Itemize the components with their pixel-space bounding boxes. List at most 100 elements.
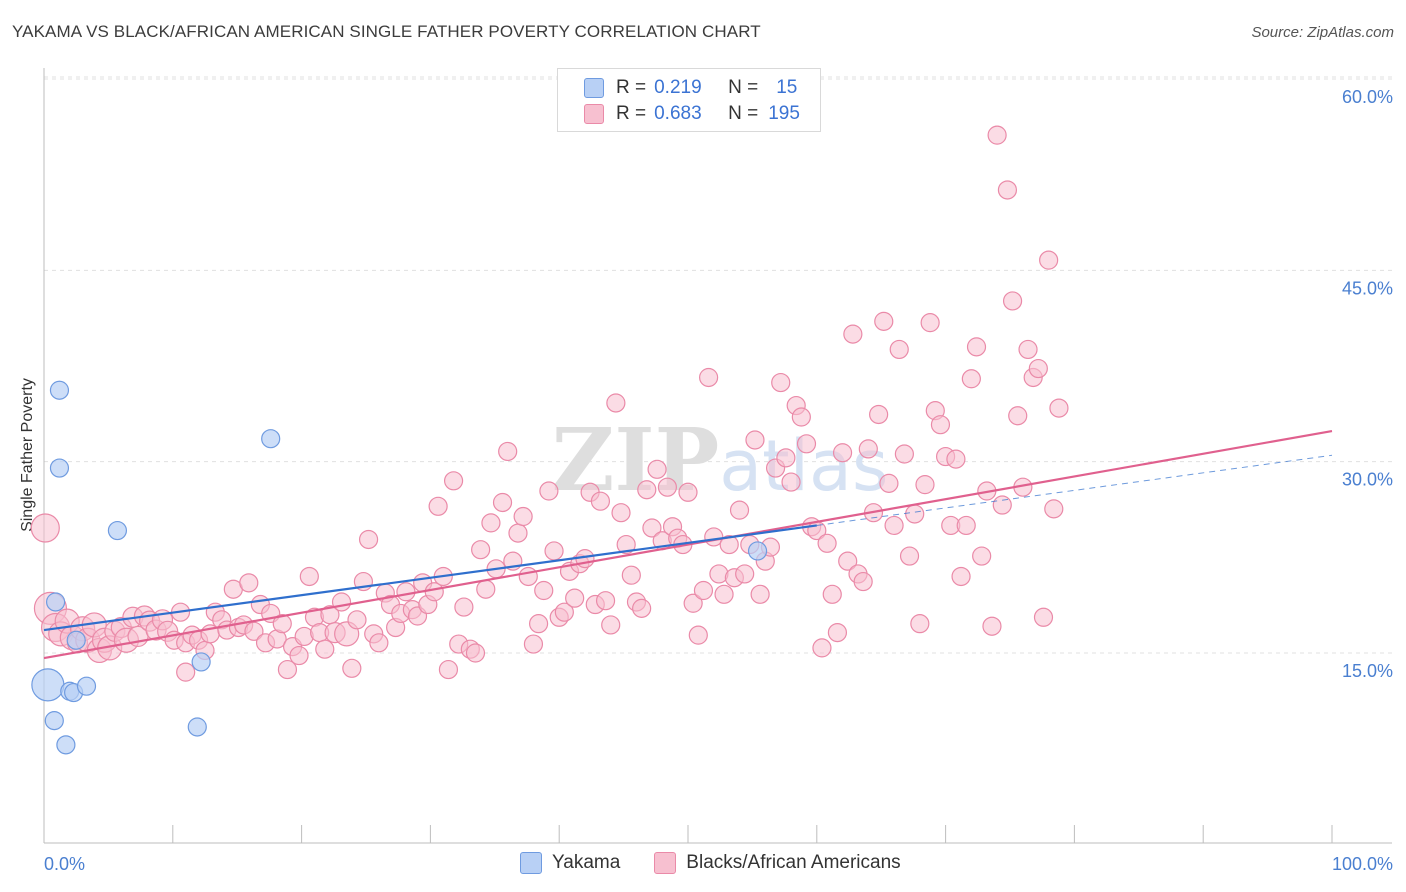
black-point [729, 500, 750, 520]
black-point [884, 515, 904, 536]
y-tick-label: 60.0% [1342, 87, 1393, 107]
legend-row-yakama: R = 0.219 N = 15 [584, 76, 797, 100]
yakama-point [747, 541, 768, 561]
series-label-black: Blacks/African Americans [686, 852, 901, 873]
black-point [518, 566, 538, 587]
black-point [776, 448, 796, 468]
black-point [492, 492, 513, 513]
black-point [601, 615, 621, 635]
black-point [822, 584, 842, 604]
black-point [454, 597, 474, 617]
black-point [930, 415, 951, 435]
black-point [858, 439, 878, 459]
black-point [347, 610, 367, 630]
black-point [879, 473, 899, 493]
black-point [987, 125, 1007, 145]
series-legend-black[interactable]: Blacks/African Americans [654, 852, 901, 874]
black-point [443, 471, 464, 491]
black-point [315, 639, 335, 659]
black-point [657, 477, 677, 497]
black-point [915, 475, 935, 495]
black-point [523, 634, 544, 654]
black-point [843, 324, 863, 344]
black-point [966, 337, 987, 357]
yakama-points [31, 380, 768, 755]
series-legend-yakama[interactable]: Yakama [520, 852, 620, 874]
legend-r-value: 0.683 [654, 103, 702, 124]
black-point [750, 584, 770, 604]
black-point [683, 593, 703, 613]
black-point [905, 504, 925, 524]
black-point [611, 503, 631, 523]
yakama-trend-line [43, 524, 817, 632]
black-point [595, 591, 616, 611]
black-point [832, 443, 853, 463]
black-point [812, 638, 832, 658]
yakama-point [49, 380, 70, 400]
source-label: Source: ZipAtlas.com [1251, 24, 1394, 41]
legend-swatch-yakama [584, 78, 604, 98]
black-point [299, 566, 319, 587]
yakama-point [56, 735, 76, 755]
black-point [951, 566, 971, 587]
black-point [471, 540, 491, 560]
black-point [637, 480, 657, 500]
black-point [1028, 358, 1048, 379]
black-point [513, 506, 533, 527]
black-point [239, 573, 259, 593]
yakama-point [49, 458, 70, 478]
black-point [277, 659, 298, 680]
black-point [771, 372, 791, 393]
yakama-point [31, 668, 65, 702]
black-point [358, 529, 379, 550]
yakama-point [45, 592, 66, 612]
black-point [1018, 339, 1038, 360]
black-trend-line [43, 429, 1333, 660]
black-point [616, 534, 636, 555]
black-point [396, 582, 416, 602]
black-point [369, 633, 389, 653]
black-point [621, 565, 641, 585]
black-point [554, 602, 574, 622]
yakama-point [187, 717, 207, 737]
black-point [992, 495, 1012, 515]
black-point [539, 481, 559, 501]
black-point [699, 367, 719, 388]
series-legend: Yakama Blacks/African Americans [520, 852, 935, 874]
black-point [735, 564, 755, 584]
legend-n-value: 15 [776, 77, 798, 98]
black-point [642, 518, 662, 538]
black-point [791, 407, 811, 427]
black-point [781, 472, 801, 492]
black-point [508, 523, 528, 543]
y-tick-label: 30.0% [1342, 470, 1393, 490]
legend-r-label: R = [616, 77, 647, 98]
black-point [745, 430, 765, 450]
black-point [438, 659, 459, 680]
black-point [961, 369, 981, 389]
black-point [972, 546, 992, 566]
black-point [1044, 499, 1064, 519]
black-point [714, 584, 734, 604]
black-point [1002, 291, 1023, 311]
legend-row-black: R = 0.683 N = 195 [584, 102, 800, 126]
black-point [244, 621, 264, 641]
yakama-point [44, 711, 64, 731]
black-point [817, 533, 837, 553]
black-point [565, 588, 585, 608]
black-points [30, 125, 1069, 682]
black-point [1008, 406, 1028, 426]
legend-n-label: N = [728, 103, 759, 124]
black-point [632, 598, 652, 618]
black-point [982, 616, 1002, 636]
yakama-point [76, 676, 97, 696]
black-point [1049, 398, 1069, 418]
legend-r-label: R = [616, 103, 647, 124]
yakama-point [191, 652, 211, 672]
yakama-point [66, 630, 86, 650]
black-point [678, 482, 698, 502]
black-point [1033, 607, 1054, 627]
black-point [688, 625, 708, 645]
black-point [544, 541, 564, 561]
